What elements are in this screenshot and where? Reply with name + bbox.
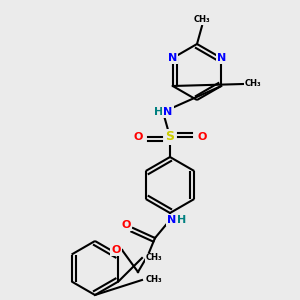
- Text: N: N: [167, 215, 177, 225]
- Text: O: O: [197, 132, 207, 142]
- Text: O: O: [121, 220, 131, 230]
- Text: CH₃: CH₃: [146, 275, 162, 284]
- Text: S: S: [166, 130, 175, 143]
- Text: CH₃: CH₃: [194, 16, 210, 25]
- Text: O: O: [111, 245, 121, 255]
- Text: H: H: [154, 107, 164, 117]
- Text: CH₃: CH₃: [146, 254, 162, 262]
- Text: N: N: [217, 53, 226, 63]
- Text: O: O: [133, 132, 143, 142]
- Text: CH₃: CH₃: [245, 80, 261, 88]
- Text: H: H: [177, 215, 187, 225]
- Text: N: N: [168, 53, 177, 63]
- Text: N: N: [164, 107, 172, 117]
